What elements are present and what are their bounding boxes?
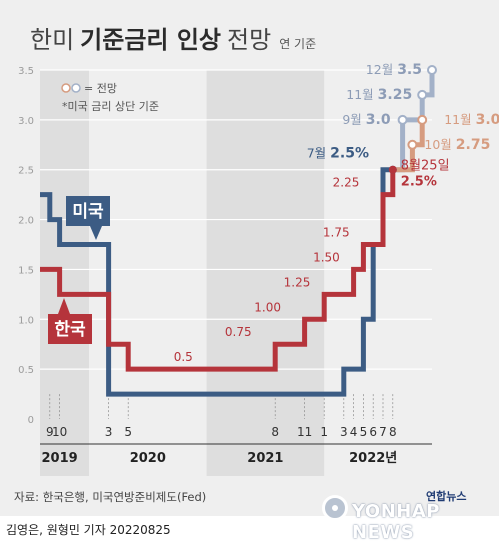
year-label: 2019 (42, 451, 78, 466)
month-tick-label: 5 (360, 425, 368, 439)
year-label: 2022년 (349, 451, 397, 466)
title-light-1: 한미 (30, 26, 75, 54)
value-annotation: 1.75 (323, 226, 350, 240)
year-band (206, 70, 325, 476)
y-tick-label: 2.5 (18, 166, 34, 177)
year-label: 2021 (247, 451, 283, 466)
month-tick-label: 10 (52, 425, 67, 439)
credit-line: 김영은, 원형민 기자 20220825 (6, 523, 171, 537)
value-annotation: 2.25 (333, 176, 360, 190)
callout-label: 11월 3.0 (444, 112, 499, 128)
series-tag-label: 미국 (72, 202, 104, 222)
logo-korean: 연합뉴스 (426, 490, 467, 503)
y-tick-label: 1.5 (18, 265, 34, 276)
callout-label: 11월 3.25 (346, 87, 412, 103)
month-tick-label: 8 (271, 425, 279, 439)
callout-label: 12월 3.5 (366, 62, 422, 78)
value-annotation: 1.00 (254, 300, 281, 314)
chart-title: 한미 기준금리 인상 전망 연 기준 (30, 20, 316, 55)
month-tick-label: 4 (350, 425, 358, 439)
legend-kr-forecast-marker (61, 83, 71, 93)
month-tick-label: 11 (297, 425, 312, 439)
series-tag-label: 한국 (54, 320, 86, 340)
month-tick-label: 1 (320, 425, 328, 439)
callout-label: 9월 3.0 (342, 112, 390, 128)
series-tag-box (48, 314, 92, 344)
forecast-point (407, 139, 418, 150)
y-tick-label: 1.0 (18, 315, 34, 326)
callout-label: 7월 2.5% (307, 146, 369, 162)
value-annotation: 1.25 (284, 275, 311, 289)
legend-note: *미국 금리 상단 기준 (62, 100, 159, 113)
yonhap-logo-icon (322, 495, 348, 521)
forecast-point (427, 65, 437, 75)
logo-english: YONHAP NEWS (352, 501, 440, 543)
title-light-2: 전망 (227, 26, 272, 54)
series-line-kr (40, 169, 396, 372)
y-tick-label: 0 (28, 415, 34, 426)
month-tick-label: 3 (340, 425, 348, 439)
series-tag-pointer (58, 298, 70, 314)
series-tag-box (66, 196, 110, 226)
legend-label: = 전망 (84, 82, 117, 95)
value-annotation: 1.50 (313, 250, 340, 264)
month-tick-label: 6 (369, 425, 377, 439)
callout-label: 10월 2.75 (424, 137, 490, 153)
value-annotation: 0.75 (225, 325, 252, 339)
title-bold: 기준금리 인상 (80, 26, 222, 54)
y-tick-label: 3.5 (18, 66, 34, 77)
month-tick-label: 5 (124, 425, 132, 439)
month-tick-label: 3 (105, 425, 113, 439)
y-tick-label: 0.5 (18, 365, 34, 376)
month-tick-label: 7 (379, 425, 387, 439)
year-band (40, 70, 89, 476)
y-tick-label: 3.0 (18, 116, 34, 127)
legend-us-forecast-marker (71, 83, 81, 93)
yonhap-logo: 연합뉴스 YONHAP NEWS (322, 490, 492, 543)
month-tick-label: 8 (389, 425, 397, 439)
y-tick-label: 2.0 (18, 216, 34, 227)
forecast-point (417, 114, 428, 125)
callout-label: 8월25일 2.5% (401, 159, 450, 190)
title-unit: 연 기준 (279, 37, 317, 51)
actual-end-point (388, 165, 397, 174)
series-tag-pointer (90, 226, 102, 240)
forecast-point (417, 89, 428, 100)
value-annotation: 0.5 (174, 350, 193, 364)
month-tick-label: 9 (46, 425, 54, 439)
year-label: 2020 (130, 451, 166, 466)
source-note: 자료: 한국은행, 미국연방준비제도(Fed) (14, 490, 207, 504)
forecast-point (397, 114, 408, 125)
